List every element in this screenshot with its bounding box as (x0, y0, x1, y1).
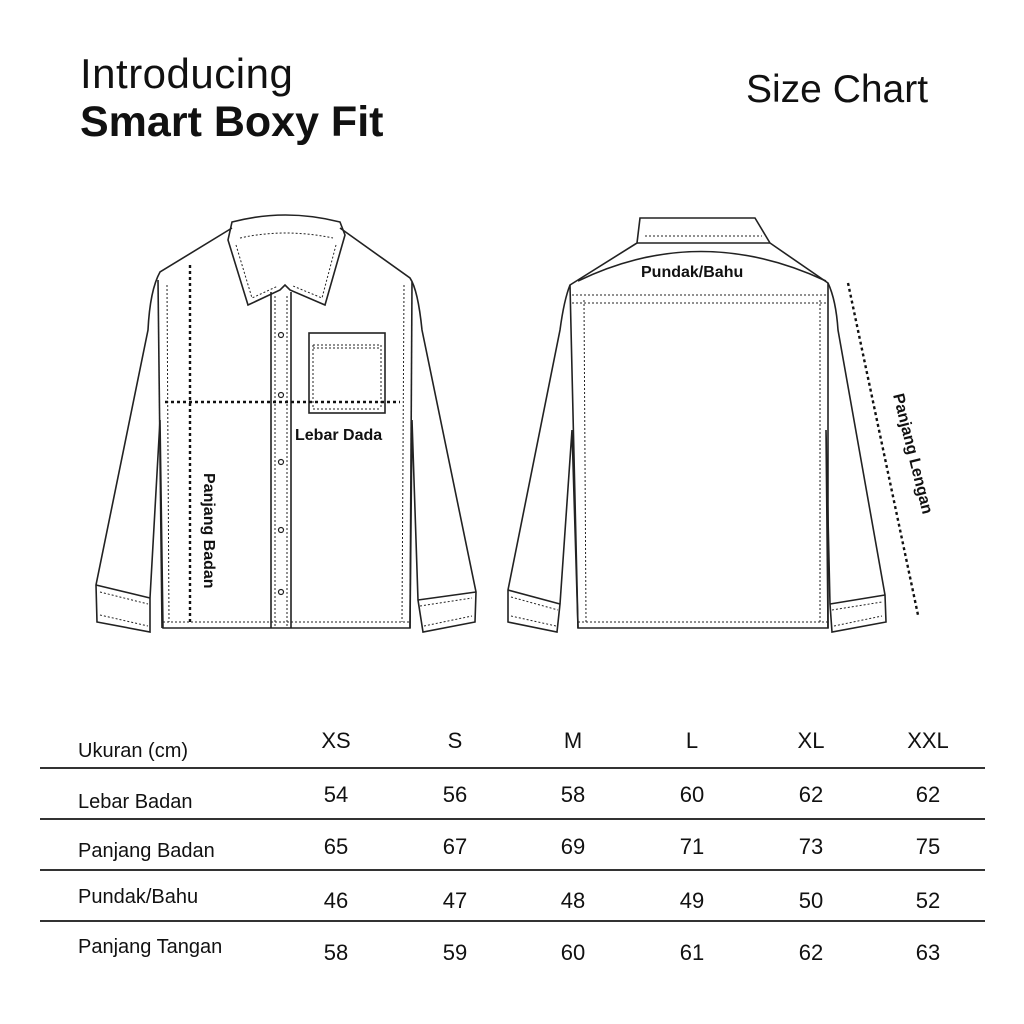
size-header: XL (797, 728, 825, 753)
table-cell: 67 (442, 834, 468, 859)
sleeve-length-label: Panjang Lengan (889, 392, 935, 516)
table-cell: 73 (798, 834, 824, 859)
table-cell: 75 (915, 834, 941, 859)
corner-header: Ukuran (cm) (78, 740, 189, 762)
table-cell: 56 (442, 782, 468, 807)
size-chart-title: Size Chart (746, 68, 929, 111)
intro-text: Introducing (80, 50, 294, 97)
shirt-diagrams: Lebar Dada Panjang Badan Pundak/Bahu Pan… (95, 214, 936, 633)
table-cell: 58 (323, 940, 349, 965)
table-cell: 60 (679, 782, 705, 807)
table-row: Pundak/Bahu 46 47 48 49 50 52 (40, 871, 985, 922)
table-cell: 49 (679, 888, 705, 913)
body-length-label: Panjang Badan (200, 473, 217, 589)
row-label: Panjang Badan (78, 840, 215, 862)
table-cell: 59 (442, 940, 468, 965)
row-label: Panjang Tangan (78, 936, 223, 958)
table-header-row: Ukuran (cm) XS S M L XL XXL (40, 720, 985, 769)
table-cell: 63 (915, 940, 941, 965)
size-header: XS (321, 728, 351, 753)
product-title: Smart Boxy Fit (80, 98, 384, 146)
table-cell: 50 (798, 888, 824, 913)
back-shirt-illustration (507, 217, 920, 633)
row-label: Lebar Badan (78, 791, 193, 813)
sleeve-length-measure-line (846, 282, 920, 616)
table-cell: 62 (915, 782, 941, 807)
shoulder-label: Pundak/Bahu (641, 264, 743, 281)
table-cell: 69 (560, 834, 586, 859)
table-cell: 60 (560, 940, 586, 965)
table-cell: 48 (560, 888, 586, 913)
table-cell: 52 (915, 888, 941, 913)
size-header: XXL (907, 728, 949, 753)
chest-label: Lebar Dada (295, 427, 382, 444)
table-cell: 62 (798, 940, 824, 965)
table-row: Panjang Badan 65 67 69 71 73 75 (40, 820, 985, 871)
size-header: L (685, 728, 699, 753)
front-shirt-illustration (95, 214, 477, 633)
size-header: S (447, 728, 463, 753)
table-cell: 47 (442, 888, 468, 913)
table-cell: 65 (323, 834, 349, 859)
table-cell: 58 (560, 782, 586, 807)
row-label: Pundak/Bahu (78, 886, 199, 908)
table-row: Panjang Tangan 58 59 60 61 62 63 (40, 922, 985, 971)
table-cell: 62 (798, 782, 824, 807)
table-cell: 54 (323, 782, 349, 807)
table-row: Lebar Badan 54 56 58 60 62 62 (40, 769, 985, 820)
size-table: Ukuran (cm) XS S M L XL XXL Lebar Badan … (40, 720, 985, 971)
table-cell: 71 (679, 834, 705, 859)
size-header: M (563, 728, 583, 753)
table-cell: 61 (679, 940, 705, 965)
table-cell: 46 (323, 888, 349, 913)
